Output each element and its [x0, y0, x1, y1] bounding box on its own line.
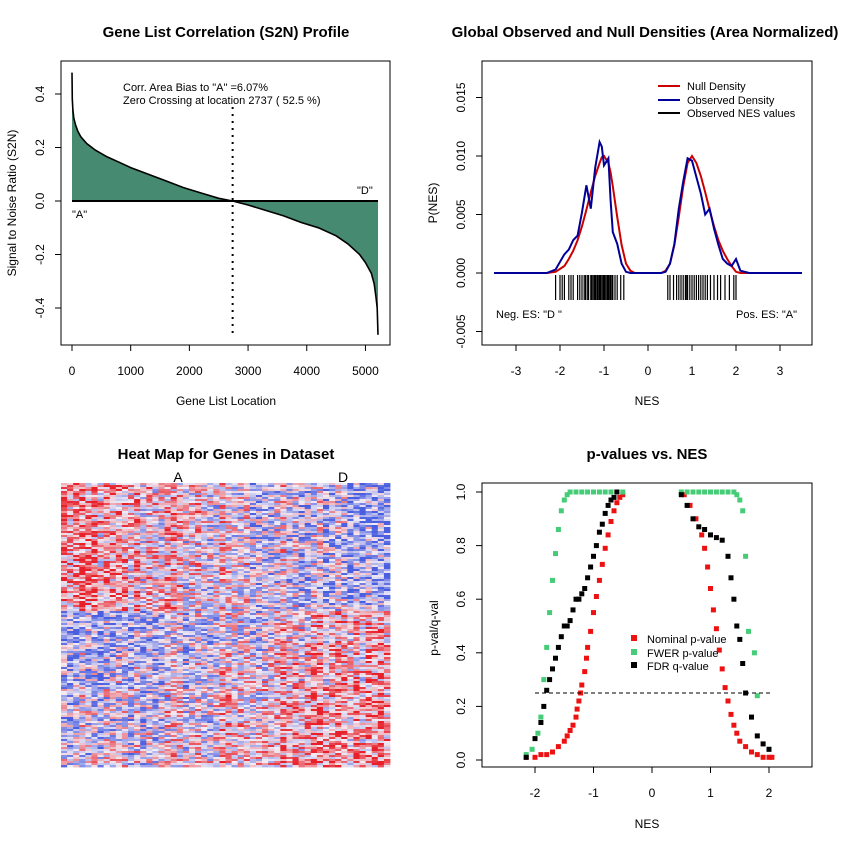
s2n-profile-xlabel: Gene List Location — [176, 394, 276, 408]
heatmap-column-label-a: A — [173, 469, 183, 485]
y-tick-label: 0.010 — [454, 141, 468, 171]
density-panel: Global Observed and Null Densities (Area… — [426, 24, 838, 408]
x-tick-label: 2 — [733, 364, 740, 378]
heatmap-panel: Heat Map for Genes in Dataset A D — [61, 446, 390, 767]
y-tick-label: -0.4 — [33, 297, 47, 318]
density-title: Global Observed and Null Densities (Area… — [452, 24, 839, 41]
x-tick-label: 2000 — [176, 364, 203, 378]
y-tick-label: 0.015 — [454, 82, 468, 112]
y-tick-label: 0.2 — [33, 139, 47, 156]
label-d: "D" — [357, 185, 373, 197]
y-tick-label: 0.000 — [454, 258, 468, 288]
s2n-profile-panel: Gene List Correlation (S2N) Profile Gene… — [5, 24, 390, 408]
y-tick-label: -0.2 — [33, 244, 47, 265]
heatmap-column-label-d: D — [338, 469, 348, 485]
legend-observed-nes: Observed NES values — [687, 108, 796, 120]
y-tick-label: 0.4 — [33, 85, 47, 102]
x-tick-label: -3 — [511, 364, 522, 378]
s2n-area — [72, 73, 378, 335]
observed-density-line — [494, 142, 802, 273]
heatmap-cells — [61, 483, 390, 767]
x-tick-label: 3000 — [235, 364, 262, 378]
label-a: "A" — [72, 209, 87, 221]
x-tick-label: 3 — [777, 364, 784, 378]
density-ylabel: P(NES) — [426, 183, 440, 224]
y-tick-label: -0.005 — [454, 314, 468, 348]
pos-es-label: Pos. ES: "A" — [736, 309, 797, 321]
legend-observed-density: Observed Density — [687, 95, 775, 107]
x-tick-label: 0 — [645, 364, 652, 378]
neg-es-label: Neg. ES: "D " — [496, 309, 562, 321]
x-tick-label: 1 — [689, 364, 696, 378]
x-tick-label: -2 — [555, 364, 566, 378]
legend-null-density: Null Density — [687, 81, 746, 93]
density-legend: Null Density Observed Density Observed N… — [658, 81, 796, 120]
x-tick-label: -1 — [599, 364, 610, 378]
x-tick-label: 0 — [69, 364, 76, 378]
density-xlabel: NES — [635, 394, 660, 408]
null-density-line — [494, 156, 802, 273]
heatmap-title: Heat Map for Genes in Dataset — [118, 446, 335, 463]
x-tick-label: 4000 — [293, 364, 320, 378]
x-tick-label: 5000 — [352, 364, 379, 378]
y-tick-label: 0.005 — [454, 199, 468, 229]
s2n-profile-title: Gene List Correlation (S2N) Profile — [103, 24, 350, 41]
s2n-profile-ylabel: Signal to Noise Ratio (S2N) — [5, 130, 19, 277]
corr-area-bias-annotation: Corr. Area Bias to "A" =6.07% — [123, 82, 268, 94]
y-tick-label: 0.0 — [33, 192, 47, 209]
zero-crossing-annotation: Zero Crossing at location 2737 ( 52.5 %) — [123, 95, 321, 107]
x-tick-label: 1000 — [117, 364, 144, 378]
